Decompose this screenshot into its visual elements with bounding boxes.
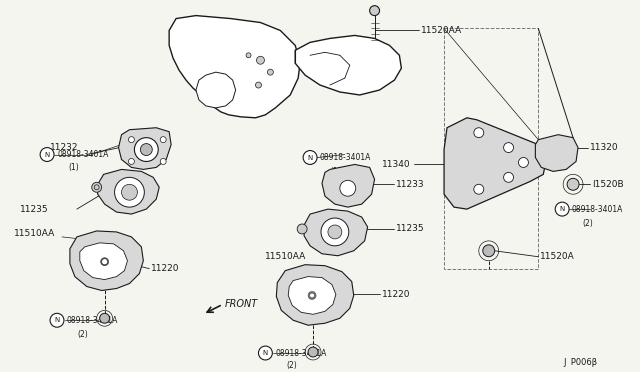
- Circle shape: [483, 245, 495, 257]
- Text: (1): (1): [330, 167, 340, 176]
- Circle shape: [518, 157, 529, 167]
- Polygon shape: [536, 135, 578, 171]
- Text: FRONT: FRONT: [225, 299, 258, 310]
- Text: 11232: 11232: [50, 143, 79, 152]
- Circle shape: [259, 346, 273, 360]
- Circle shape: [129, 158, 134, 164]
- Polygon shape: [70, 231, 143, 291]
- Circle shape: [246, 53, 251, 58]
- Circle shape: [40, 148, 54, 161]
- Polygon shape: [118, 128, 171, 169]
- Circle shape: [268, 69, 273, 75]
- Text: N: N: [559, 206, 564, 212]
- Polygon shape: [98, 169, 159, 214]
- Polygon shape: [304, 209, 367, 256]
- Text: J  P006β: J P006β: [563, 359, 597, 368]
- Text: 11220: 11220: [381, 290, 410, 299]
- Polygon shape: [196, 72, 236, 108]
- Circle shape: [140, 144, 152, 155]
- Text: 11233: 11233: [396, 180, 425, 189]
- Polygon shape: [322, 164, 374, 207]
- Text: N: N: [44, 151, 50, 157]
- Polygon shape: [295, 35, 401, 95]
- Circle shape: [474, 128, 484, 138]
- Text: N: N: [263, 350, 268, 356]
- Circle shape: [474, 184, 484, 194]
- Text: 11520AA: 11520AA: [421, 26, 462, 35]
- Circle shape: [321, 218, 349, 246]
- Text: 11320: 11320: [590, 143, 619, 152]
- Circle shape: [308, 347, 318, 357]
- Circle shape: [257, 56, 264, 64]
- Text: 11340: 11340: [381, 160, 410, 169]
- Text: (1): (1): [68, 163, 79, 172]
- Circle shape: [297, 224, 307, 234]
- Text: 11235: 11235: [20, 205, 49, 214]
- Text: (2): (2): [286, 362, 297, 371]
- Text: 08918-3401A: 08918-3401A: [67, 316, 118, 325]
- Circle shape: [134, 138, 158, 161]
- Text: N: N: [54, 317, 60, 323]
- Polygon shape: [276, 265, 354, 325]
- Text: I1520B: I1520B: [592, 180, 623, 189]
- Circle shape: [115, 177, 145, 207]
- Text: (2): (2): [78, 330, 88, 339]
- Circle shape: [92, 182, 102, 192]
- Circle shape: [328, 225, 342, 239]
- Text: 11510AA: 11510AA: [14, 230, 56, 238]
- Circle shape: [50, 313, 64, 327]
- Circle shape: [504, 142, 513, 153]
- Circle shape: [504, 172, 513, 182]
- Text: 11220: 11220: [151, 264, 180, 273]
- Text: 11520A: 11520A: [540, 252, 575, 261]
- Circle shape: [160, 137, 166, 142]
- Circle shape: [556, 202, 569, 216]
- Circle shape: [370, 6, 380, 16]
- Circle shape: [340, 180, 356, 196]
- Circle shape: [122, 184, 138, 200]
- Circle shape: [255, 82, 262, 88]
- Text: 11510AA: 11510AA: [266, 252, 307, 261]
- Text: 08918-3401A: 08918-3401A: [275, 349, 326, 357]
- Circle shape: [100, 313, 109, 323]
- Polygon shape: [80, 243, 127, 280]
- Polygon shape: [169, 16, 300, 118]
- Circle shape: [160, 158, 166, 164]
- Circle shape: [129, 137, 134, 142]
- Text: (2): (2): [582, 218, 593, 228]
- Polygon shape: [444, 118, 547, 209]
- Circle shape: [567, 178, 579, 190]
- Text: 08918-3401A: 08918-3401A: [57, 150, 108, 159]
- Text: N: N: [307, 154, 313, 160]
- Text: 08918-3401A: 08918-3401A: [319, 153, 371, 162]
- Polygon shape: [288, 277, 336, 314]
- Circle shape: [303, 151, 317, 164]
- Text: 08918-3401A: 08918-3401A: [571, 205, 623, 214]
- Text: 11235: 11235: [396, 224, 425, 234]
